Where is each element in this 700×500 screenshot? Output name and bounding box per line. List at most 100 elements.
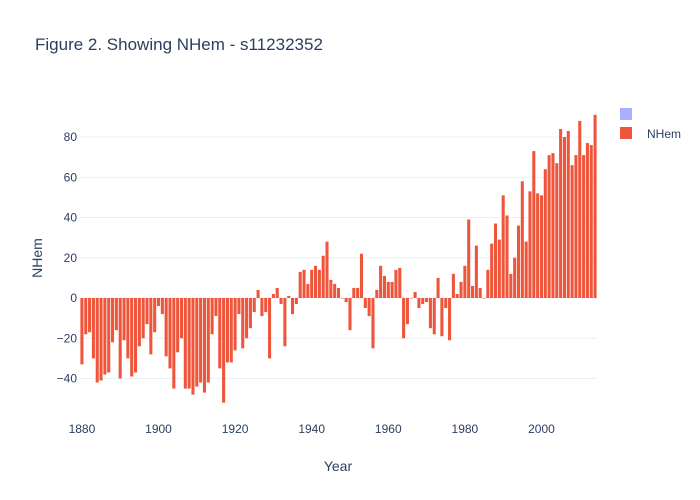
bar-1884[interactable]	[95, 298, 99, 383]
bar-1932[interactable]	[279, 298, 283, 305]
bar-2008[interactable]	[570, 165, 574, 298]
bar-1967[interactable]	[413, 291, 417, 298]
bar-1977[interactable]	[451, 273, 455, 298]
bar-2000[interactable]	[539, 195, 544, 298]
bar-1958[interactable]	[379, 265, 383, 298]
bar-1946[interactable]	[333, 283, 337, 298]
bar-1957[interactable]	[375, 289, 379, 298]
bar-1984[interactable]	[478, 287, 482, 298]
bar-1897[interactable]	[145, 298, 149, 325]
bar-1960[interactable]	[386, 281, 390, 298]
bar-1882[interactable]	[88, 298, 92, 333]
bar-1943[interactable]	[321, 255, 325, 298]
bar-1975[interactable]	[444, 298, 448, 309]
bar-1956[interactable]	[371, 298, 375, 349]
bar-1917[interactable]	[222, 298, 226, 403]
bar-1945[interactable]	[329, 279, 333, 298]
bar-1969[interactable]	[421, 298, 425, 305]
bar-1934[interactable]	[287, 295, 291, 298]
bar-1898[interactable]	[149, 298, 153, 355]
legend-swatch-unnamed[interactable]	[620, 108, 632, 120]
bar-1998[interactable]	[532, 151, 536, 298]
bar-1909[interactable]	[191, 298, 195, 395]
bar-1936[interactable]	[294, 298, 298, 305]
bar-1999[interactable]	[536, 193, 540, 298]
bar-1925[interactable]	[252, 298, 256, 313]
bar-1885[interactable]	[99, 298, 103, 381]
bar-1981[interactable]	[467, 219, 471, 298]
bar-1997[interactable]	[528, 191, 532, 298]
bar-1962[interactable]	[394, 269, 398, 298]
bar-1910[interactable]	[195, 298, 199, 387]
bar-1905[interactable]	[176, 298, 180, 353]
bar-1955[interactable]	[367, 298, 371, 317]
bar-1986[interactable]	[486, 269, 490, 298]
bar-1965[interactable]	[405, 298, 409, 325]
bar-1990[interactable]	[501, 195, 505, 298]
bar-1994[interactable]	[516, 225, 521, 298]
bar-1995[interactable]	[520, 181, 524, 298]
bar-2003[interactable]	[551, 153, 555, 298]
bar-1953[interactable]	[359, 253, 364, 298]
bar-2001[interactable]	[543, 169, 547, 298]
bar-1914[interactable]	[210, 298, 214, 335]
bar-1883[interactable]	[91, 298, 95, 359]
bar-1948[interactable]	[340, 298, 344, 299]
bar-1929[interactable]	[268, 298, 272, 359]
bar-1987[interactable]	[490, 243, 494, 298]
bar-1928[interactable]	[264, 298, 268, 313]
bar-1996[interactable]	[524, 241, 528, 298]
bar-1899[interactable]	[153, 298, 157, 333]
bar-1961[interactable]	[390, 281, 394, 298]
bar-1912[interactable]	[202, 298, 206, 393]
bar-2011[interactable]	[582, 155, 586, 298]
bar-1983[interactable]	[474, 245, 478, 298]
bar-1893[interactable]	[130, 298, 134, 377]
bar-1922[interactable]	[241, 298, 245, 349]
bar-1906[interactable]	[179, 298, 184, 339]
bar-1963[interactable]	[398, 267, 402, 298]
bar-1902[interactable]	[164, 298, 168, 357]
legend-label-nhem[interactable]: NHem	[647, 127, 681, 141]
bar-1970[interactable]	[425, 298, 429, 303]
bar-1941[interactable]	[313, 265, 318, 298]
bar-1880[interactable]	[80, 298, 84, 365]
bar-1942[interactable]	[317, 269, 321, 298]
bar-2010[interactable]	[578, 120, 582, 299]
legend-swatch-nhem[interactable]	[620, 127, 632, 139]
bar-1920[interactable]	[233, 298, 237, 351]
bar-1959[interactable]	[382, 275, 386, 298]
bar-1993[interactable]	[513, 257, 517, 298]
bar-2005[interactable]	[559, 128, 563, 298]
bar-1901[interactable]	[160, 298, 164, 315]
bar-1978[interactable]	[455, 293, 459, 298]
bar-2002[interactable]	[547, 155, 551, 298]
bar-2014[interactable]	[593, 114, 597, 298]
bar-1964[interactable]	[402, 298, 406, 339]
bar-2009[interactable]	[574, 155, 578, 298]
bar-1881[interactable]	[84, 298, 88, 335]
bar-1915[interactable]	[214, 298, 218, 317]
bar-1992[interactable]	[509, 273, 513, 298]
bar-1903[interactable]	[168, 298, 172, 369]
bar-1952[interactable]	[356, 287, 360, 298]
bar-1972[interactable]	[432, 298, 436, 335]
bar-1911[interactable]	[199, 298, 203, 383]
bar-1921[interactable]	[237, 298, 241, 315]
bar-1923[interactable]	[245, 298, 249, 339]
bar-1907[interactable]	[183, 298, 187, 389]
bar-1989[interactable]	[497, 239, 501, 298]
bar-1937[interactable]	[298, 271, 302, 298]
bar-2013[interactable]	[589, 145, 593, 298]
bar-1980[interactable]	[463, 265, 467, 298]
bar-1949[interactable]	[344, 298, 348, 303]
bar-1954[interactable]	[363, 298, 367, 309]
bar-1938[interactable]	[302, 269, 306, 298]
bar-1982[interactable]	[471, 285, 475, 298]
bar-1927[interactable]	[260, 298, 264, 317]
bar-2007[interactable]	[566, 130, 570, 298]
bar-1900[interactable]	[156, 298, 161, 307]
bar-1944[interactable]	[325, 241, 329, 298]
bar-1888[interactable]	[111, 298, 115, 343]
bar-1904[interactable]	[172, 298, 176, 389]
